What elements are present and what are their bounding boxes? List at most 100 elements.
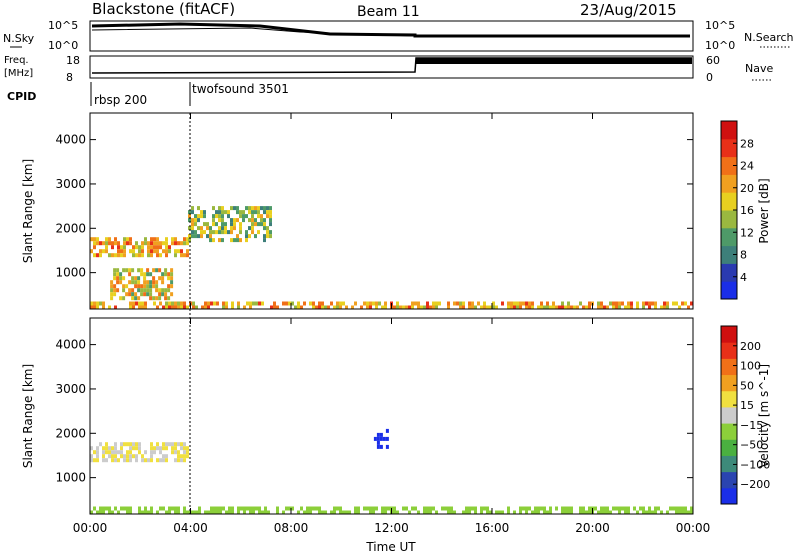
echo-cell [156, 458, 159, 463]
echo-cell [96, 454, 99, 459]
freq-label-2: [MHz] [4, 68, 33, 79]
echo-cell [225, 510, 228, 515]
echo-cell [570, 506, 573, 511]
echo-cell [114, 442, 117, 447]
echo-cell [471, 305, 474, 310]
station-title: Blackstone (fitACF) [92, 0, 235, 18]
echo-cell [227, 210, 230, 215]
echo-cell [324, 510, 327, 515]
echo-cell [342, 301, 345, 306]
echo-cell [170, 292, 174, 297]
echo-cell [258, 506, 261, 511]
echo-cell [501, 301, 504, 306]
echo-cell [167, 284, 171, 289]
echo-cell [249, 301, 252, 306]
echo-cell [492, 301, 495, 306]
echo-cell [651, 510, 654, 515]
echo-cell [177, 454, 180, 459]
echo-cell [327, 305, 330, 310]
echo-cell [170, 272, 174, 277]
echo-cell [110, 296, 114, 301]
echo-cell [116, 276, 120, 281]
echo-cell [627, 301, 630, 306]
echo-cell [435, 510, 438, 515]
echo-cell [666, 301, 669, 306]
echo-cell [200, 234, 203, 239]
noise-tick-right-top: 10^5 [705, 19, 735, 32]
echo-cell [246, 506, 249, 511]
echo-cell [129, 237, 132, 242]
echo-cell [273, 305, 276, 310]
colorbar-segment [721, 374, 737, 392]
echo-cell [375, 506, 378, 511]
echo-cell [385, 436, 389, 441]
echo-cell [417, 510, 420, 515]
echo-cell [156, 510, 159, 515]
echo-cell [600, 506, 603, 511]
echo-cell [105, 450, 108, 455]
echo-cell [150, 442, 153, 447]
echo-cell [357, 506, 360, 511]
echo-cell [135, 442, 138, 447]
echo-cell [134, 296, 138, 301]
echo-cell [405, 506, 408, 511]
echo-cell [237, 506, 240, 511]
echo-cell [369, 301, 372, 306]
echo-cell [156, 253, 159, 258]
echo-cell [399, 305, 402, 310]
echo-cell [153, 241, 156, 246]
echo-cell [333, 305, 336, 310]
echo-cell [161, 280, 165, 285]
echo-cell [230, 218, 233, 223]
echo-cell [144, 305, 147, 310]
echo-cell [108, 506, 111, 511]
echo-cell [158, 288, 162, 293]
echo-cell [648, 305, 651, 310]
echo-cell [215, 210, 218, 215]
echo-cell [266, 234, 269, 239]
noise-tick-left-top: 10^5 [48, 19, 78, 32]
echo-cell [110, 288, 114, 293]
echo-cell [543, 510, 546, 515]
echo-cell [143, 280, 147, 285]
echo-cell [525, 305, 528, 310]
power-panel: 1000 2000 3000 4000 Slant Range [km] [21, 112, 694, 310]
echo-cell [642, 506, 645, 511]
echo-cell [624, 305, 627, 310]
echo-cell [162, 454, 165, 459]
echo-cell [200, 210, 203, 215]
echo-cell [351, 305, 354, 310]
echo-cell [113, 292, 117, 297]
echo-cell [597, 301, 600, 306]
echo-cell [555, 305, 558, 310]
echo-cell [167, 296, 171, 301]
echo-cell [150, 245, 153, 250]
echo-cell [174, 450, 177, 455]
echo-cell [263, 206, 266, 211]
colorbar-tick-label: 4 [740, 271, 747, 284]
echo-cell [426, 506, 429, 511]
echo-cell [113, 288, 117, 293]
echo-cell [570, 305, 573, 310]
echo-cell [144, 241, 147, 246]
echo-cell [162, 249, 165, 254]
echo-cell [426, 301, 429, 306]
echo-cell [174, 510, 177, 515]
echo-cell [228, 510, 231, 515]
echo-cell [152, 284, 156, 289]
echo-cell [123, 237, 126, 242]
echo-cell [144, 506, 147, 511]
echo-cell [137, 284, 141, 289]
nave-tick-bottom: 0 [706, 71, 713, 84]
echo-cell [477, 301, 480, 306]
y-tick-label: 2000 [55, 426, 86, 440]
echo-cell [245, 214, 248, 219]
echo-cell [379, 444, 383, 449]
echo-cell [645, 301, 648, 306]
echo-cell [227, 214, 230, 219]
echo-cell [561, 301, 564, 306]
echo-cell [201, 305, 204, 310]
echo-cell [486, 506, 489, 511]
echo-cell [183, 458, 186, 463]
echo-cell [123, 454, 126, 459]
